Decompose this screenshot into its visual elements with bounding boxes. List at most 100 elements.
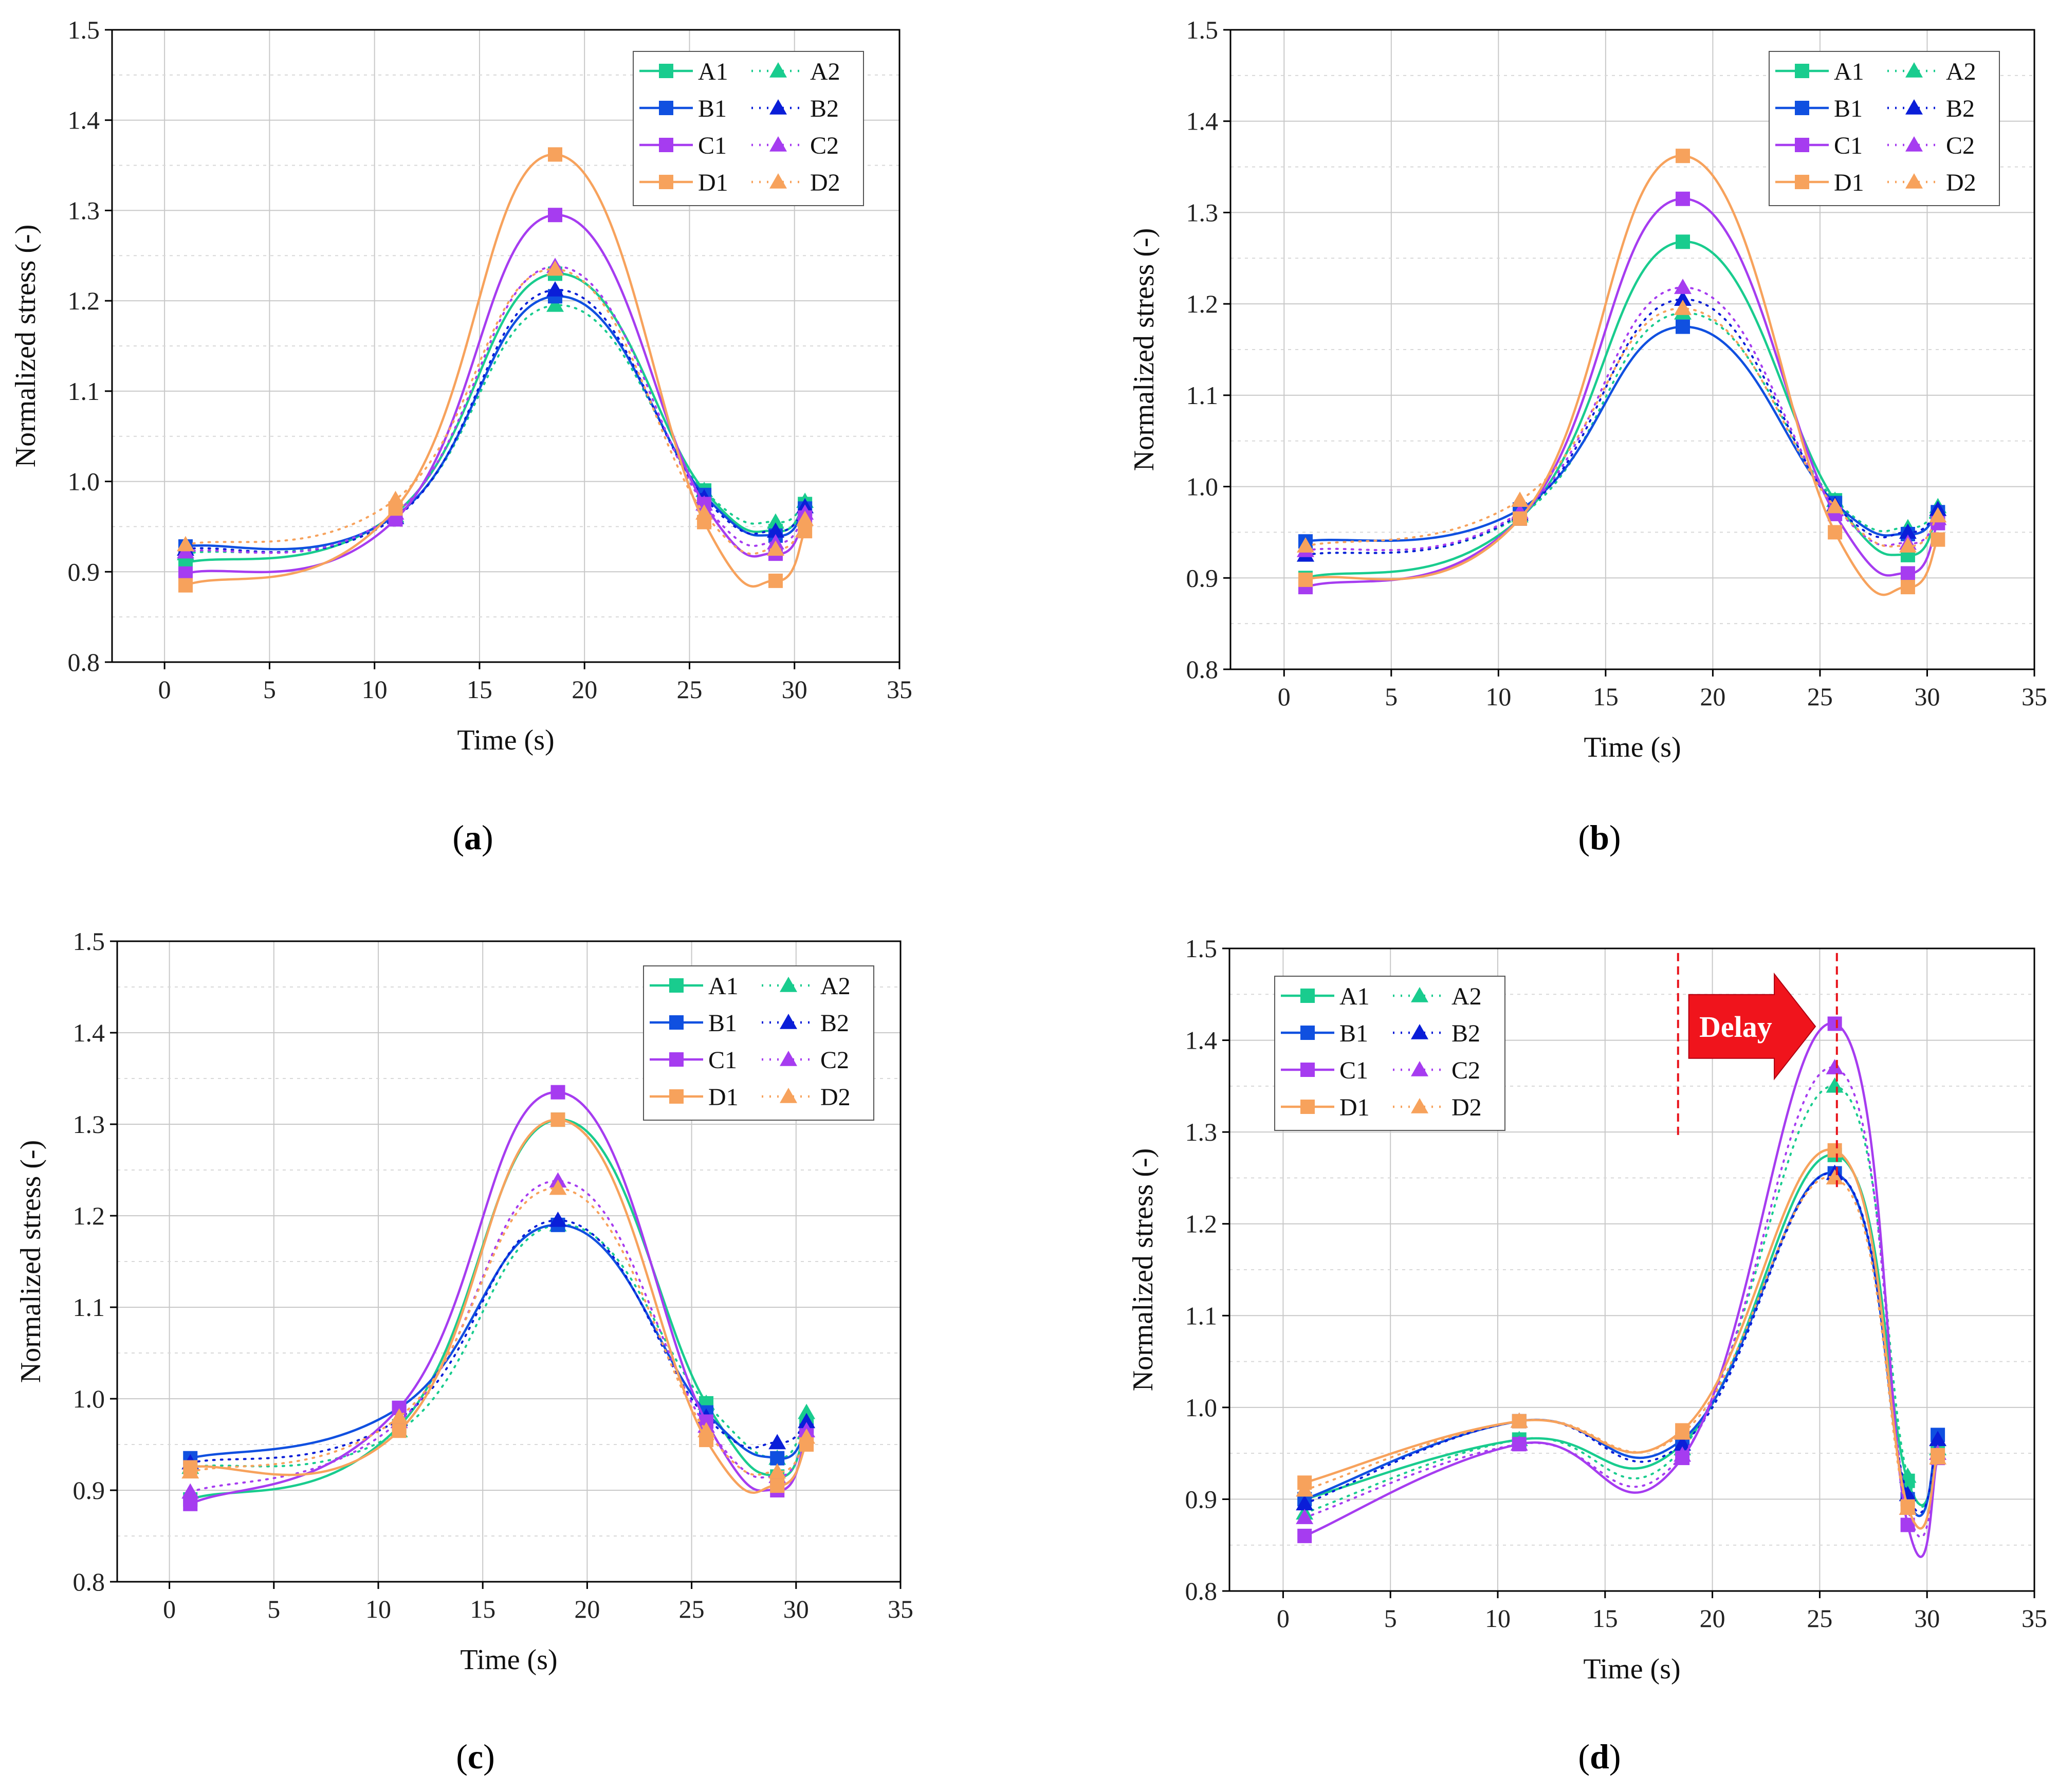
legend: A1 A2 B1 B2 C1 C2 D1 D2 [1769, 51, 2000, 206]
data-point [1511, 491, 1529, 507]
panel-label-open: ( [1578, 818, 1590, 857]
x-tick-label: 0 [163, 1595, 176, 1623]
legend-marker-c1 [1300, 1063, 1315, 1077]
series-line [189, 1118, 808, 1501]
legend-label-b1: B1 [698, 95, 727, 122]
legend-label-b1: B1 [708, 1010, 737, 1037]
delay-arrow [1688, 972, 1816, 1081]
panel-label-a: (a) [421, 817, 524, 858]
chart-a-svg: 0 5 10 15 20 25 30 35 0.8 0.9 1.0 1.1 1.2 1.3 1.4 1.5 Ti… [10, 15, 912, 756]
series-d2 [1296, 1169, 1947, 1529]
data-point [1931, 532, 1945, 547]
data-point [798, 1428, 816, 1444]
x-tick-label: 5 [1385, 682, 1398, 711]
series-d2 [181, 1179, 816, 1479]
y-tick-label: 1.3 [68, 196, 100, 225]
series-line [1304, 298, 1939, 556]
legend: A1 A2 B1 B2 C1 C2 D1 D2 [633, 51, 864, 206]
legend-marker-a2 [769, 62, 787, 78]
legend-marker-c2 [780, 1051, 797, 1066]
legend-marker-d2 [1905, 173, 1923, 189]
series-line [1304, 325, 1939, 543]
data-point [1899, 1500, 1917, 1515]
data-point [1826, 1059, 1844, 1074]
x-tick-label: 20 [1700, 682, 1725, 711]
series-line [184, 213, 806, 575]
legend-label-c2: C2 [810, 132, 839, 159]
x-tick-label: 15 [470, 1595, 495, 1623]
series-line [189, 1223, 808, 1460]
x-tick-label: 25 [676, 675, 702, 704]
x-axis-title: Time (s) [457, 724, 554, 756]
plot-frame [1229, 29, 2035, 670]
x-axis-title: Time (s) [1584, 732, 1681, 763]
panel-label-open: ( [452, 818, 464, 857]
data-point [546, 296, 564, 312]
x-tick-label: 15 [1593, 682, 1619, 711]
data-point [766, 522, 784, 538]
legend-label-a1: A1 [1339, 983, 1370, 1010]
x-tick-label: 30 [782, 675, 807, 704]
legend-label-d1: D1 [1834, 169, 1864, 196]
legend-marker-a2 [1905, 62, 1923, 78]
data-point [695, 504, 713, 520]
legend-label-d1: D1 [708, 1084, 739, 1111]
x-tick-label: 25 [679, 1595, 705, 1623]
legend-marker-a2 [780, 977, 797, 992]
data-point [766, 540, 784, 556]
series-a2 [181, 1216, 816, 1474]
data-point [798, 1403, 816, 1419]
series-c1 [1298, 191, 1945, 595]
legend-marker-c2 [1411, 1061, 1428, 1076]
y-tick-label: 1.0 [73, 1384, 105, 1413]
x-tick-label: 15 [467, 675, 492, 704]
series-line [1304, 307, 1939, 548]
y-axis-title: Normalized stress (-) [1128, 228, 1160, 471]
data-point [1297, 1528, 1312, 1543]
data-point [768, 1463, 786, 1479]
legend-label-a2: A2 [810, 58, 840, 85]
data-point [796, 510, 814, 526]
x-tick-label: 35 [2022, 1604, 2047, 1633]
x-tick-label: 35 [2022, 682, 2047, 711]
data-point [1674, 290, 1692, 306]
x-tick-label: 30 [783, 1595, 809, 1623]
delay-annotation: Delay [1677, 953, 1838, 1187]
legend: A1 A2 B1 B2 C1 C2 D1 D2 [1274, 976, 1505, 1131]
series-a2 [1296, 304, 1947, 562]
y-tick-label: 0.8 [68, 648, 100, 676]
data-point [387, 490, 405, 506]
legend-label-b1: B1 [1834, 95, 1863, 122]
y-axis-title: Normalized stress (-) [1127, 1148, 1159, 1392]
legend-marker-b1 [1795, 101, 1809, 115]
y-tick-label: 1.5 [68, 15, 100, 44]
series-b1 [178, 289, 813, 554]
legend-label-c1: C1 [698, 132, 727, 159]
legend-label-a2: A2 [820, 973, 851, 1000]
data-point [1510, 1435, 1528, 1451]
data-point [697, 1422, 715, 1438]
chart-panel-a: 0 5 10 15 20 25 30 35 0.8 0.9 1.0 1.1 1.2 1.3 1.4 1.5 Ti… [0, 0, 1029, 896]
series-line [184, 153, 806, 588]
series-line [189, 1118, 808, 1494]
y-tick-label: 1.2 [68, 286, 100, 315]
data-point [1900, 566, 1915, 581]
data-point [176, 536, 194, 552]
legend-label-a1: A1 [1834, 58, 1864, 85]
y-tick-label: 1.4 [73, 1018, 105, 1047]
panel-label-d: (d) [1548, 1736, 1651, 1777]
legend-marker-d1 [659, 175, 673, 189]
chart-panel-d: 0 5 10 15 20 25 30 35 0.8 0.9 1.0 1.1 1.2 1.3 1.4 1.5 Ti… [1029, 896, 2058, 1792]
y-tick-label: 1.2 [1186, 289, 1219, 318]
legend-label-a1: A1 [708, 973, 739, 1000]
data-point [1298, 572, 1313, 587]
y-tick-label: 1.5 [73, 927, 105, 956]
legend-label-d2: D2 [820, 1084, 851, 1111]
legend: A1 A2 B1 B2 C1 C2 D1 D2 [643, 965, 874, 1121]
data-point [766, 513, 784, 529]
series-line [185, 304, 806, 555]
series-line [1304, 197, 1939, 589]
x-tick-label: 0 [158, 675, 171, 704]
y-tick-label: 1.1 [1185, 1301, 1218, 1330]
legend-label-d2: D2 [810, 169, 840, 196]
